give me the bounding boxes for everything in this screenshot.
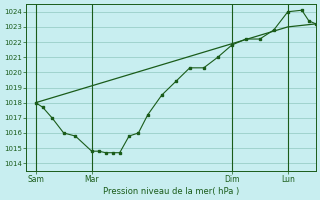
X-axis label: Pression niveau de la mer( hPa ): Pression niveau de la mer( hPa ) xyxy=(103,187,239,196)
